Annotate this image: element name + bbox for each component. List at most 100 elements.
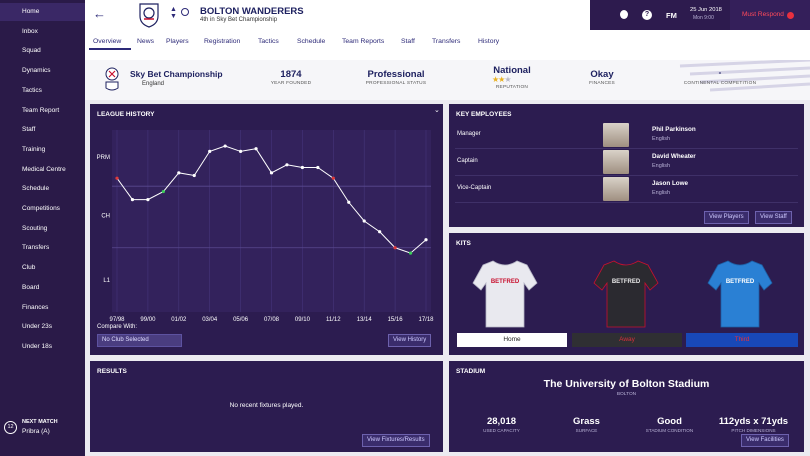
back-arrow[interactable]: ← bbox=[93, 6, 106, 21]
nav-tab[interactable]: History bbox=[478, 38, 500, 45]
history-point bbox=[378, 230, 382, 234]
next-match-badge: 12 bbox=[4, 421, 17, 434]
employee-name[interactable]: Phil Parkinson bbox=[652, 126, 696, 133]
league-history-chart: 97/98 99/00 01/02 03/04 05/06 07/08 09/10 11/12… bbox=[97, 130, 434, 323]
finances-value: Okay bbox=[590, 69, 614, 80]
x-tick-label: 03/04 bbox=[202, 317, 218, 323]
next-match-opponent[interactable]: Pribra (A) bbox=[22, 428, 50, 435]
nav-tab[interactable]: News bbox=[137, 38, 154, 45]
top-bar: ? FM 25 Jun 2018 Mon 9:00 Must Respond bbox=[590, 0, 810, 30]
nav-tab[interactable]: Team Reports bbox=[342, 38, 385, 45]
history-point bbox=[285, 163, 289, 167]
continental-label: CONTINENTAL COMPETITION bbox=[683, 81, 757, 86]
sidebar-item[interactable]: Staff bbox=[0, 121, 85, 139]
stat-value: 28,018 bbox=[486, 416, 517, 427]
sidebar-item[interactable]: Under 18s bbox=[0, 338, 85, 356]
view-history-button[interactable]: View History bbox=[388, 334, 432, 347]
stat-label: USED CAPACITY bbox=[483, 428, 520, 433]
results-message: No recent fixtures played. bbox=[229, 402, 304, 409]
sidebar-item[interactable]: Medical Centre bbox=[0, 161, 85, 179]
employee-name[interactable]: David Wheater bbox=[652, 153, 696, 160]
sidebar-label: Team Report bbox=[22, 106, 60, 114]
sidebar-item[interactable]: Competitions bbox=[0, 200, 85, 218]
sidebar-item[interactable]: Training bbox=[0, 141, 85, 159]
finances-label: FINANCES bbox=[589, 81, 615, 86]
sidebar-item[interactable]: Schedule bbox=[0, 180, 85, 198]
kit-tab-home[interactable]: Home bbox=[457, 333, 567, 347]
sidebar-label: Inbox bbox=[22, 27, 38, 35]
sidebar-item[interactable]: Board bbox=[0, 279, 85, 297]
stat-label: PITCH DIMENSIONS bbox=[731, 428, 776, 433]
continue-button[interactable] bbox=[730, 0, 810, 30]
help-icon[interactable]: ? bbox=[642, 10, 652, 20]
nav-tab[interactable]: Overview bbox=[93, 38, 122, 45]
sidebar-item[interactable]: Club bbox=[0, 259, 85, 277]
nav-tab[interactable]: Players bbox=[166, 38, 189, 45]
x-tick-label: 05/06 bbox=[233, 317, 249, 323]
compare-dropdown[interactable]: No Club Selected bbox=[97, 334, 182, 347]
history-point bbox=[424, 238, 428, 242]
history-point bbox=[239, 149, 243, 154]
sidebar-label: Squad bbox=[22, 47, 41, 55]
club-switch[interactable]: ▲ ▼ bbox=[170, 6, 177, 20]
x-tick-label: 09/10 bbox=[295, 317, 311, 323]
sidebar-label: Competitions bbox=[22, 205, 60, 212]
kit-shirts: BETFRED BETFRED BETFRED bbox=[472, 260, 773, 328]
sidebar-item[interactable]: Finances bbox=[0, 299, 85, 317]
history-point bbox=[146, 197, 150, 202]
history-point bbox=[208, 149, 212, 154]
view-fixtures-button[interactable]: View Fixtures/Results bbox=[362, 434, 430, 447]
must-respond[interactable]: Must Respond bbox=[742, 11, 784, 18]
league-history-panel: LEAGUE HISTORY ⌄ 97/98 99/00 01/02 03/04 05/… bbox=[90, 104, 443, 355]
sidebar-label: Dynamics bbox=[22, 67, 51, 75]
panel-title: LEAGUE HISTORY bbox=[97, 111, 155, 118]
history-point bbox=[223, 144, 227, 148]
nav-tab[interactable]: Registration bbox=[204, 38, 241, 45]
sidebar-item[interactable]: Scouting bbox=[0, 220, 85, 238]
panel-title: KEY EMPLOYEES bbox=[456, 111, 512, 118]
kit-tab-away[interactable]: Away bbox=[572, 333, 682, 347]
sidebar-label: Tactics bbox=[22, 86, 42, 94]
sidebar-item[interactable]: Inbox bbox=[0, 23, 85, 41]
sidebar-item[interactable]: Under 23s bbox=[0, 318, 85, 336]
search[interactable] bbox=[181, 8, 189, 16]
view-players-button[interactable]: View Players bbox=[704, 211, 749, 224]
status-value: Professional bbox=[367, 69, 425, 80]
panel-title: STADIUM bbox=[456, 368, 486, 375]
stat-value: Grass bbox=[573, 416, 600, 427]
sidebar-item[interactable]: Team Report bbox=[0, 102, 85, 120]
sidebar-label: Transfers bbox=[22, 244, 50, 252]
employee-name[interactable]: Jason Lowe bbox=[652, 180, 689, 187]
sidebar-label: Home bbox=[22, 8, 40, 15]
panel-menu[interactable]: ⌄ bbox=[434, 107, 440, 114]
date: 25 Jun 2018 bbox=[690, 7, 722, 13]
x-tick-label: 15/16 bbox=[388, 317, 404, 323]
stat-label: STADIUM CONDITION bbox=[645, 428, 694, 433]
view-staff-button[interactable]: View Staff bbox=[755, 211, 792, 224]
nav-tab[interactable]: Transfers bbox=[432, 38, 461, 45]
league-badge bbox=[105, 67, 119, 91]
sidebar-item[interactable]: Squad bbox=[0, 42, 85, 60]
profile-icon[interactable] bbox=[620, 10, 628, 19]
sidebar-label: Staff bbox=[22, 126, 36, 134]
x-tick-label: 99/00 bbox=[140, 317, 156, 323]
sidebar-item[interactable]: Transfers bbox=[0, 239, 85, 257]
sidebar-item[interactable]: Tactics bbox=[0, 82, 85, 100]
sidebar-label: Under 18s bbox=[22, 342, 52, 350]
view-facilities-button[interactable]: View Facilities bbox=[741, 434, 789, 447]
sidebar-item[interactable]: Dynamics bbox=[0, 62, 85, 80]
y-tick-label: CH bbox=[101, 214, 110, 220]
sidebar-item[interactable]: Home bbox=[0, 3, 85, 21]
employee-photo bbox=[603, 150, 629, 174]
club-subtitle: 4th in Sky Bet Championship bbox=[200, 17, 278, 23]
kit-tab-third[interactable]: Third bbox=[686, 333, 798, 347]
game-logo[interactable]: FM bbox=[666, 11, 677, 20]
history-point bbox=[300, 165, 304, 170]
nav-tab[interactable]: Tactics bbox=[258, 38, 279, 45]
nav-tab[interactable]: Schedule bbox=[297, 38, 326, 45]
nav-tab[interactable]: Staff bbox=[401, 38, 415, 45]
history-point bbox=[130, 197, 135, 202]
next-match-label: NEXT MATCH bbox=[22, 419, 58, 425]
x-tick-label: 01/02 bbox=[171, 317, 187, 323]
status-label: PROFESSIONAL STATUS bbox=[365, 81, 427, 86]
